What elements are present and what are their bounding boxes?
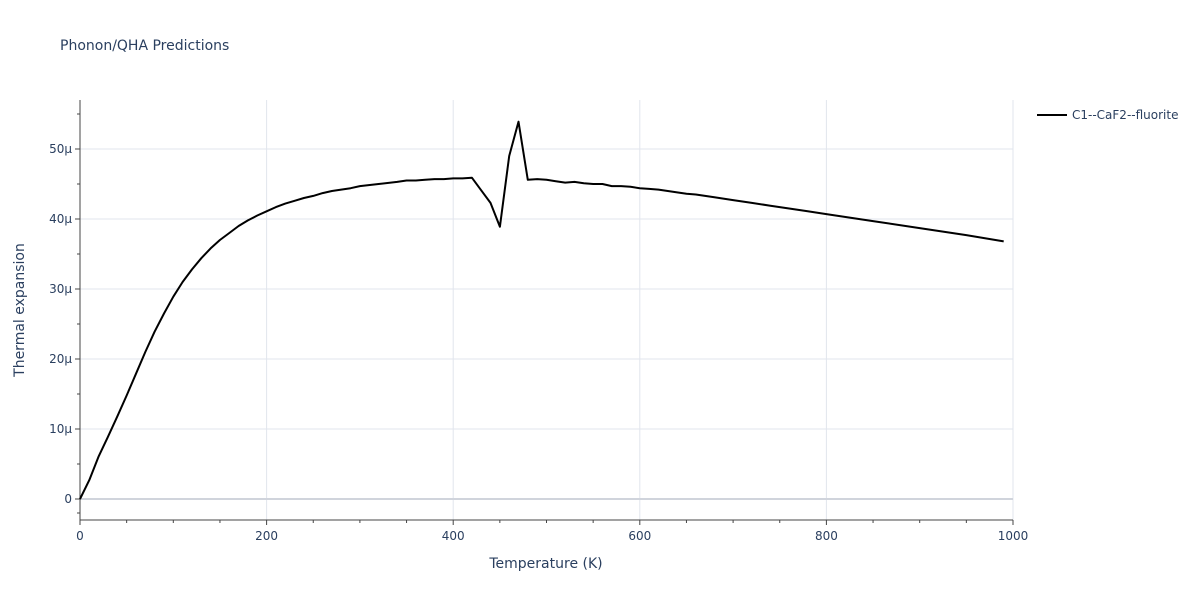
x-tick-label: 200: [255, 529, 278, 543]
x-tick-label: 1000: [998, 529, 1029, 543]
series-lines[interactable]: [79, 120, 1004, 500]
x-axis-title: Temperature (K): [488, 556, 602, 572]
x-tick-label: 800: [815, 529, 838, 543]
tick-labels: 0 200 400 600 800 1000 0 10μ 20μ 30μ 40μ 50μ: [49, 142, 1028, 543]
y-tick-label: 40μ: [49, 212, 72, 226]
x-tick-label: 600: [628, 529, 651, 543]
y-tick-label: 10μ: [49, 422, 72, 436]
x-tick-label: 400: [442, 529, 465, 543]
legend-label[interactable]: C1--CaF2--fluorite: [1072, 108, 1178, 122]
legend[interactable]: C1--CaF2--fluorite: [1037, 108, 1178, 122]
gridlines: [80, 100, 1014, 520]
y-tick-label: 20μ: [49, 352, 72, 366]
y-tick-label: 0: [64, 492, 72, 506]
series-line-c1-caf2-fluorite[interactable]: [79, 120, 1004, 500]
axes: [75, 100, 1014, 525]
y-tick-label: 50μ: [49, 142, 72, 156]
y-axis-title: Thermal expansion: [12, 243, 28, 378]
y-tick-label: 30μ: [49, 282, 72, 296]
x-tick-label: 0: [76, 529, 84, 543]
chart-title: Phonon/QHA Predictions: [60, 38, 229, 54]
